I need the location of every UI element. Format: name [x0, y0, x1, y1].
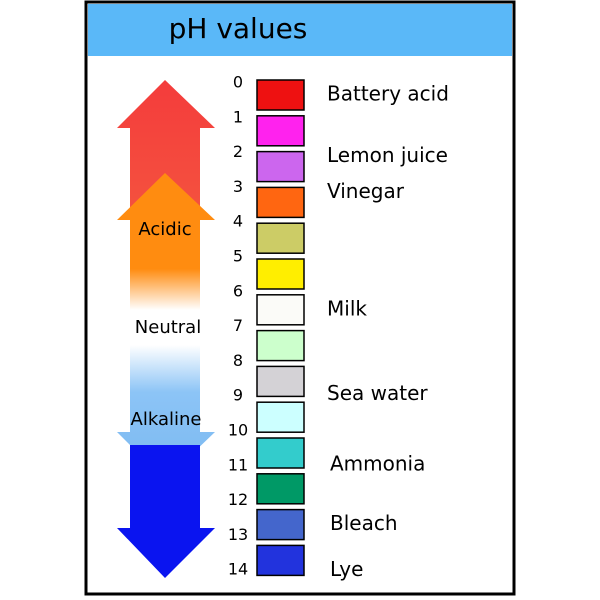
substance-label: Lemon juice [327, 143, 448, 167]
swatch [256, 508, 305, 541]
substance-label: Battery acid [327, 82, 449, 106]
substance-label: Ammonia [330, 452, 425, 476]
swatch [256, 150, 305, 183]
ph-number: 3 [233, 177, 243, 196]
ph-number: 0 [233, 73, 243, 92]
swatch [256, 294, 305, 326]
ph-number: 2 [233, 142, 243, 161]
substance-label: Lye [330, 557, 363, 581]
swatch [256, 437, 305, 469]
ph-number: 4 [233, 212, 243, 231]
swatch [256, 258, 305, 290]
substance-label: Vinegar [327, 179, 405, 203]
substance-label: Bleach [330, 511, 398, 535]
swatch [256, 115, 305, 147]
ph-number: 1 [233, 107, 243, 126]
ph-number: 9 [233, 386, 243, 405]
ph-number: 11 [228, 455, 248, 474]
ph-number: 5 [233, 247, 243, 266]
neutral-label: Neutral [135, 317, 201, 338]
substance-label: Sea water [327, 381, 428, 405]
acidic-label: Acidic [138, 219, 191, 240]
ph-number: 12 [228, 490, 248, 509]
swatch [256, 329, 305, 362]
ph-number: 13 [228, 525, 248, 544]
ph-number: 8 [233, 351, 243, 370]
title: pH values [169, 12, 308, 45]
swatch [256, 401, 305, 433]
swatch [256, 186, 305, 219]
ph-number: 10 [228, 421, 248, 440]
header-band [88, 4, 512, 56]
swatch [256, 222, 305, 254]
base-arrow [117, 445, 215, 578]
substance-label: Milk [327, 296, 367, 320]
ph-number: 7 [233, 316, 243, 335]
swatch [256, 365, 305, 398]
ph-number: 14 [228, 560, 248, 579]
swatch [256, 79, 305, 111]
swatch [256, 544, 305, 577]
acidic-arrow [117, 173, 215, 310]
ph-number: 6 [233, 281, 243, 300]
swatch [256, 473, 305, 505]
alkaline-label: Alkaline [131, 409, 202, 430]
